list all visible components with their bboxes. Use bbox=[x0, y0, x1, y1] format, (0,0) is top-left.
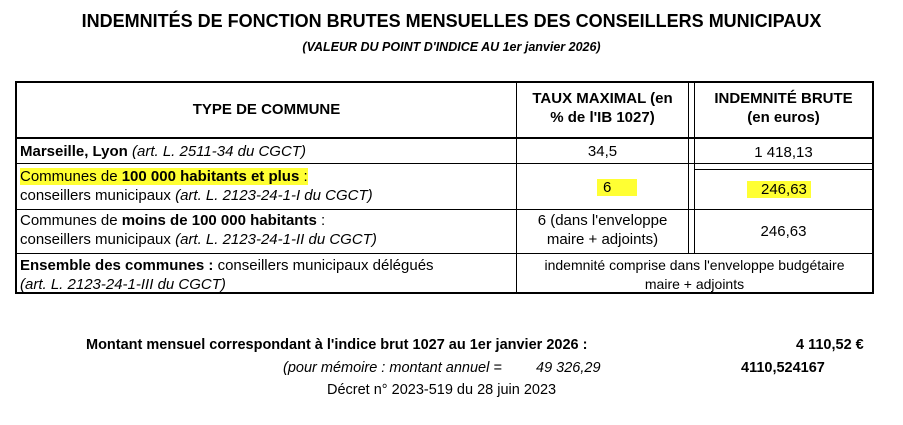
commune-prefix: Communes de bbox=[20, 212, 118, 229]
table-row-indemnite: 246,63 bbox=[760, 223, 807, 240]
commune-suffix: : bbox=[320, 212, 326, 229]
row-divider bbox=[17, 253, 872, 254]
column-header-type: TYPE DE COMMUNE bbox=[192, 101, 341, 118]
row-divider bbox=[17, 209, 872, 210]
table-row-taux: 6 bbox=[597, 178, 638, 197]
commune-name: Ensemble des communes : bbox=[20, 257, 214, 274]
commune-prefix: Communes de bbox=[20, 168, 118, 185]
commune-name: Marseille, Lyon bbox=[20, 143, 128, 160]
highlighted-indemnite: 246,63 bbox=[747, 181, 811, 198]
memo-label: (pour mémoire : montant annuel = bbox=[283, 360, 502, 376]
column-divider bbox=[688, 83, 689, 253]
table-row-type: Marseille, Lyon (art. L. 2511-34 du CGCT… bbox=[20, 142, 306, 161]
raw-value: 4110,524167 bbox=[741, 360, 825, 376]
taux-line2: maire + adjoints) bbox=[546, 231, 659, 248]
legal-reference: (art. L. 2511-34 du CGCT) bbox=[131, 143, 306, 160]
montant-value: 4 110,52 € bbox=[796, 337, 864, 353]
legal-reference: (art. L. 2123-24-1-II du CGCT) bbox=[175, 231, 377, 248]
table-row-type: Ensemble des communes : conseillers muni… bbox=[20, 256, 434, 294]
table-row-indemnite: 246,63 bbox=[747, 180, 811, 199]
column-header-taux-line1: TAUX MAXIMAL (en bbox=[532, 90, 673, 107]
table-row-indemnite: 1 418,13 bbox=[754, 144, 813, 161]
merged-line2: maire + adjoints bbox=[644, 276, 745, 292]
table-row-merged: indemnité comprise dans l'enveloppe budg… bbox=[517, 256, 872, 294]
legal-reference: (art. L. 2123-24-1-III du CGCT) bbox=[20, 276, 226, 293]
commune-suffix: : bbox=[303, 168, 308, 185]
page-title: INDEMNITÉS DE FONCTION BRUTES MENSUELLES… bbox=[81, 11, 822, 31]
table-row-type: Communes de moins de 100 000 habitants :… bbox=[20, 211, 377, 249]
taux-line1: 6 (dans l'enveloppe bbox=[537, 212, 668, 229]
column-header-indemnite-line1: INDEMNITÉ BRUTE bbox=[714, 90, 853, 107]
row-divider bbox=[17, 163, 872, 164]
decret-reference: Décret n° 2023-519 du 28 juin 2023 bbox=[327, 382, 557, 398]
commune-threshold: moins de 100 000 habitants bbox=[121, 212, 317, 229]
column-header-indemnite-line2: (en euros) bbox=[747, 109, 820, 126]
table-row-taux: 6 (dans l'enveloppe maire + adjoints) bbox=[517, 211, 688, 249]
highlighted-text: Communes de 100 000 habitants et plus : bbox=[20, 168, 308, 185]
row-divider bbox=[694, 169, 872, 170]
legal-reference: (art. L. 2123-24-1-I du CGCT) bbox=[175, 187, 373, 204]
column-header-indemnite: INDEMNITÉ BRUTE (en euros) bbox=[695, 89, 872, 127]
commune-category: conseillers municipaux délégués bbox=[217, 257, 434, 274]
column-header-taux-line2: % de l'IB 1027) bbox=[550, 109, 655, 126]
column-divider bbox=[694, 83, 695, 253]
row-divider bbox=[17, 137, 872, 139]
table-row-type: Communes de 100 000 habitants et plus : … bbox=[20, 167, 373, 205]
indemnity-table: TYPE DE COMMUNE TAUX MAXIMAL (en % de l'… bbox=[15, 81, 874, 294]
column-divider bbox=[516, 83, 517, 292]
table-row-taux: 34,5 bbox=[587, 143, 618, 160]
montant-label: Montant mensuel correspondant à l'indice… bbox=[86, 337, 588, 353]
commune-category: conseillers municipaux bbox=[20, 231, 171, 248]
merged-line1: indemnité comprise dans l'enveloppe budg… bbox=[544, 257, 845, 273]
column-header-taux: TAUX MAXIMAL (en % de l'IB 1027) bbox=[517, 89, 688, 127]
commune-threshold: 100 000 habitants et plus bbox=[121, 168, 300, 185]
commune-category: conseillers municipaux bbox=[20, 187, 171, 204]
highlighted-taux: 6 bbox=[597, 179, 638, 196]
page-subtitle: (VALEUR DU POINT D'INDICE AU 1er janvier… bbox=[302, 40, 601, 54]
memo-value: 49 326,29 bbox=[536, 360, 601, 376]
